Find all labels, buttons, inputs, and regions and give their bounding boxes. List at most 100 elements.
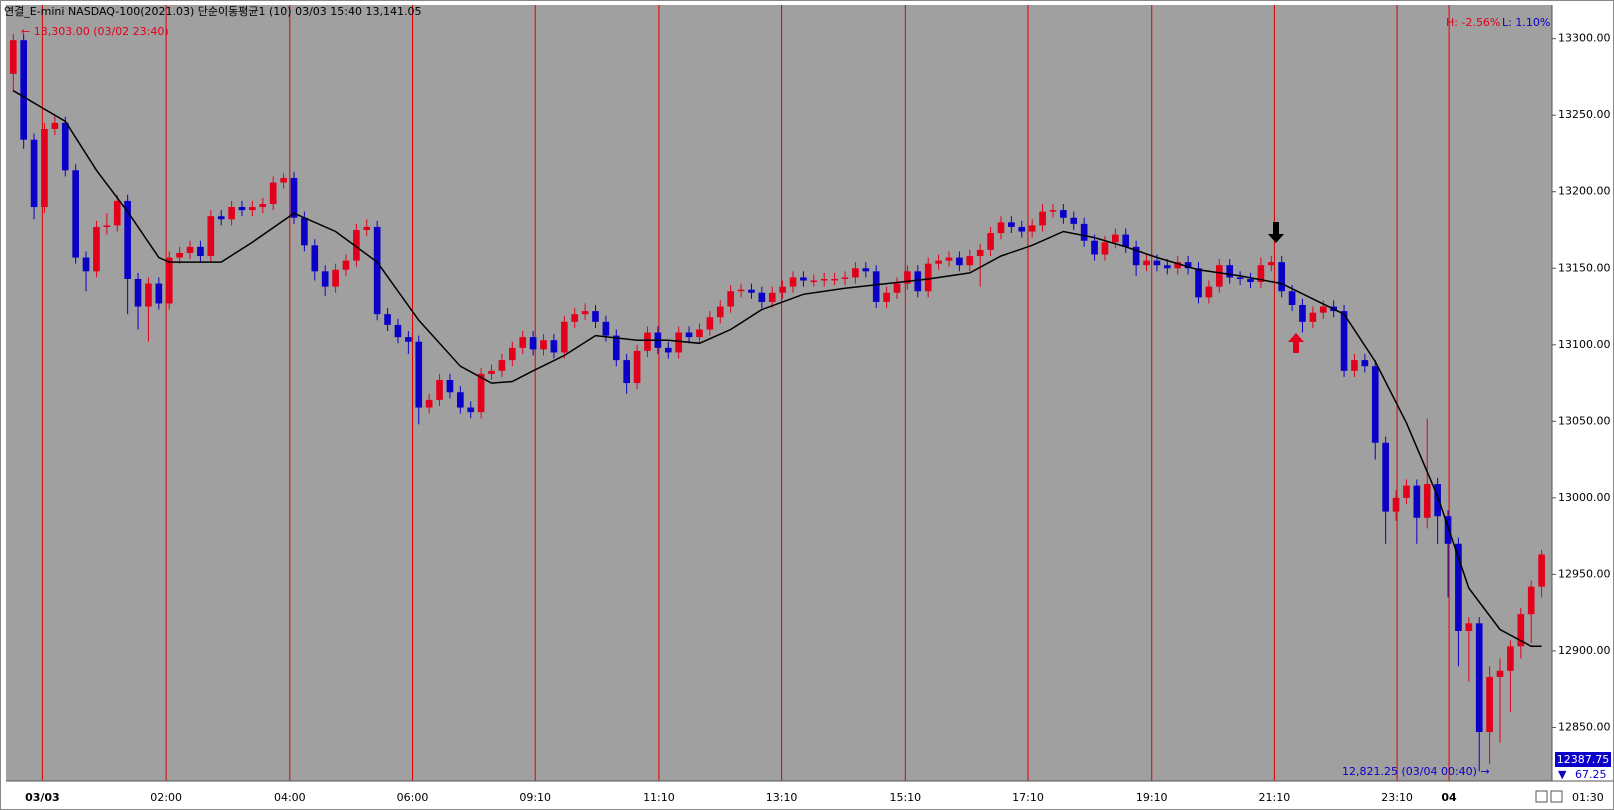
min-note: 12,821.25 (03/04 00:40) →	[1342, 765, 1490, 778]
candle-body	[904, 271, 911, 284]
candle-body	[1174, 262, 1182, 269]
x-tick-label: 09:10	[519, 791, 551, 804]
candle-body	[124, 200, 131, 279]
candle-body	[238, 207, 246, 211]
spread-label: 67.25	[1575, 768, 1607, 781]
candle-body	[1091, 240, 1098, 255]
candle-body	[217, 216, 225, 220]
y-tick-label: 13050.00	[1558, 414, 1611, 427]
candle-body	[1434, 484, 1441, 517]
candle-body	[550, 340, 558, 353]
candle-body	[145, 283, 152, 307]
candle-body	[862, 268, 870, 272]
candle-body	[1112, 234, 1119, 243]
candle-body	[103, 225, 111, 227]
candle-body	[779, 286, 786, 293]
candle-body	[571, 314, 579, 322]
candle-body	[165, 257, 173, 304]
candle-body	[20, 40, 28, 140]
time-label: 01:30	[1572, 791, 1604, 804]
candle-body	[1538, 554, 1545, 587]
candle-body	[831, 278, 838, 281]
candle-body	[644, 332, 651, 351]
x-tick-label: 02:00	[150, 791, 182, 804]
candle-body	[748, 289, 755, 293]
candle-body	[1465, 623, 1473, 632]
grid	[41, 5, 1556, 781]
candle-body	[1444, 516, 1452, 544]
candle-body	[93, 226, 100, 272]
x-tick-label: 04:00	[274, 791, 306, 804]
candle-body	[477, 373, 485, 413]
candle-body	[581, 311, 589, 315]
candle-body	[1423, 484, 1431, 518]
zoom-icon[interactable]	[1550, 790, 1563, 803]
candle-body	[1507, 646, 1514, 671]
x-tick-label: 17:10	[1012, 791, 1044, 804]
candle-body	[820, 278, 828, 281]
x-tick-label: 13:10	[766, 791, 798, 804]
candle-body	[311, 245, 319, 272]
candle-body	[519, 337, 527, 348]
candle-body	[1267, 262, 1275, 266]
candle-body	[1247, 278, 1254, 283]
candle-body	[1475, 623, 1483, 733]
y-tick-label: 13300.00	[1558, 32, 1611, 45]
candle-body	[800, 277, 807, 281]
candle-body	[1143, 260, 1150, 266]
max-note: ← 13,303.00 (03/02 23:40)	[21, 25, 169, 38]
x-tick-label: 11:10	[643, 791, 675, 804]
candle-body	[675, 332, 682, 353]
candle-body	[498, 360, 506, 371]
candle-body	[1215, 265, 1223, 287]
candle-body	[51, 122, 59, 129]
candle-body	[1039, 211, 1046, 226]
y-tick-label: 12950.00	[1558, 567, 1611, 580]
candle-body	[290, 177, 298, 218]
candle-body	[1008, 222, 1015, 227]
candle-body	[1080, 223, 1088, 241]
candle-body	[373, 226, 381, 315]
candle-body	[602, 321, 610, 336]
y-tick-label: 13100.00	[1558, 338, 1611, 351]
candle-body	[737, 289, 745, 292]
candle-body	[384, 314, 391, 325]
candle-body	[1382, 442, 1389, 512]
candle-body	[758, 292, 766, 302]
tool-icon[interactable]	[1535, 790, 1548, 803]
candle-body	[467, 407, 475, 413]
candle-body	[1486, 676, 1493, 733]
candle-body	[425, 399, 433, 408]
candle-body	[1496, 670, 1504, 677]
candle-body	[301, 217, 308, 246]
candle-body	[529, 337, 537, 350]
candle-body	[706, 317, 714, 330]
candle-body	[186, 246, 194, 253]
candle-body	[41, 128, 48, 208]
y-tick-label: 13000.00	[1558, 491, 1611, 504]
candle-body	[1163, 265, 1171, 269]
candle-body	[1132, 246, 1140, 266]
candle-body	[72, 170, 79, 258]
candle-body	[332, 269, 339, 287]
candle-body	[176, 252, 183, 258]
candle-body	[259, 203, 267, 208]
candle-body	[207, 216, 215, 257]
candle-body	[1153, 260, 1161, 266]
candle-body	[685, 332, 693, 338]
candle-body	[269, 182, 277, 204]
candle-body	[768, 292, 776, 302]
candle-body	[924, 263, 932, 292]
candle-body	[1288, 291, 1296, 305]
candle-body	[1403, 485, 1410, 498]
y-tick-label: 12900.00	[1558, 644, 1611, 657]
candle-body	[987, 233, 994, 250]
candle-body	[9, 40, 17, 74]
candle-body	[1195, 268, 1202, 298]
candle-body	[113, 200, 121, 226]
candle-body	[1517, 614, 1525, 647]
candle-body	[789, 277, 797, 287]
candle-body	[155, 283, 163, 304]
candle-body	[405, 337, 412, 342]
